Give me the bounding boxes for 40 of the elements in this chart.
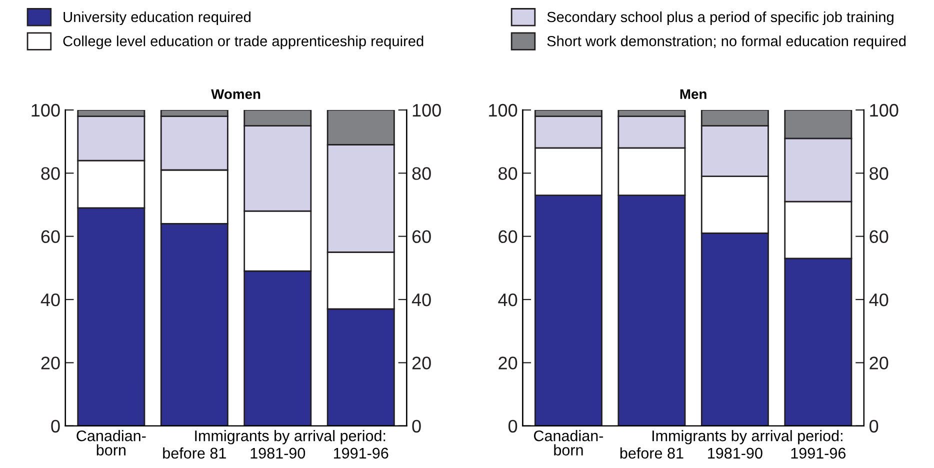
y-tick-label: 0	[51, 420, 60, 433]
x-tick-label: Canadian- born	[76, 430, 146, 456]
legend-label: Secondary school plus a period of specific job training	[547, 11, 894, 26]
x-tick-label: before 81	[163, 447, 226, 459]
y-tick-label: 100	[489, 104, 518, 117]
y2-tick-label: 0	[412, 420, 421, 433]
legend-label: College level education or trade apprenticeship required	[63, 36, 424, 50]
y2-tick-label: 40	[869, 293, 888, 306]
y2-tick-label: 20	[870, 356, 888, 370]
y-tick-label: 20	[498, 356, 518, 370]
text: Immigrants by arrival period:	[652, 430, 842, 444]
y2-tick-label: 60	[870, 230, 888, 244]
y-tick-label: 100	[32, 104, 60, 117]
x-tick-label: before 81	[620, 447, 684, 459]
x-tick-label: 1991-96	[791, 448, 846, 459]
text: Immigrants by arrival period:	[195, 430, 386, 444]
y-tick-label: 40	[40, 293, 60, 306]
legend-label: University education required	[64, 11, 250, 26]
y-tick-label: 60	[41, 230, 60, 244]
y2-tick-label: 20	[412, 356, 431, 370]
y2-tick-label: 80	[870, 167, 888, 180]
legend-label: Short work demonstration; no formal education required	[547, 36, 906, 50]
y-tick-label: 80	[41, 167, 60, 180]
y2-tick-label: 0	[870, 420, 878, 433]
y-tick-label: 0	[508, 420, 518, 433]
y2-tick-label: 60	[412, 230, 431, 244]
y-tick-label: 60	[498, 230, 518, 244]
y2-tick-label: 40	[412, 293, 431, 306]
x-tick-label: 1991-96	[334, 448, 388, 459]
chart-title: Women	[211, 89, 260, 100]
y2-tick-label: 100	[412, 104, 441, 117]
x-tick-label: Canadian- born	[534, 430, 604, 456]
y-tick-label: 20	[41, 356, 60, 370]
y-tick-label: 80	[498, 167, 518, 180]
y-tick-label: 40	[498, 293, 518, 306]
chart-title: Men	[680, 89, 706, 100]
x-tick-label: 1981-90	[708, 448, 762, 459]
x-tick-label: 1981-90	[250, 448, 306, 459]
y2-tick-label: 80	[412, 167, 431, 180]
y2-tick-label: 100	[870, 104, 898, 117]
